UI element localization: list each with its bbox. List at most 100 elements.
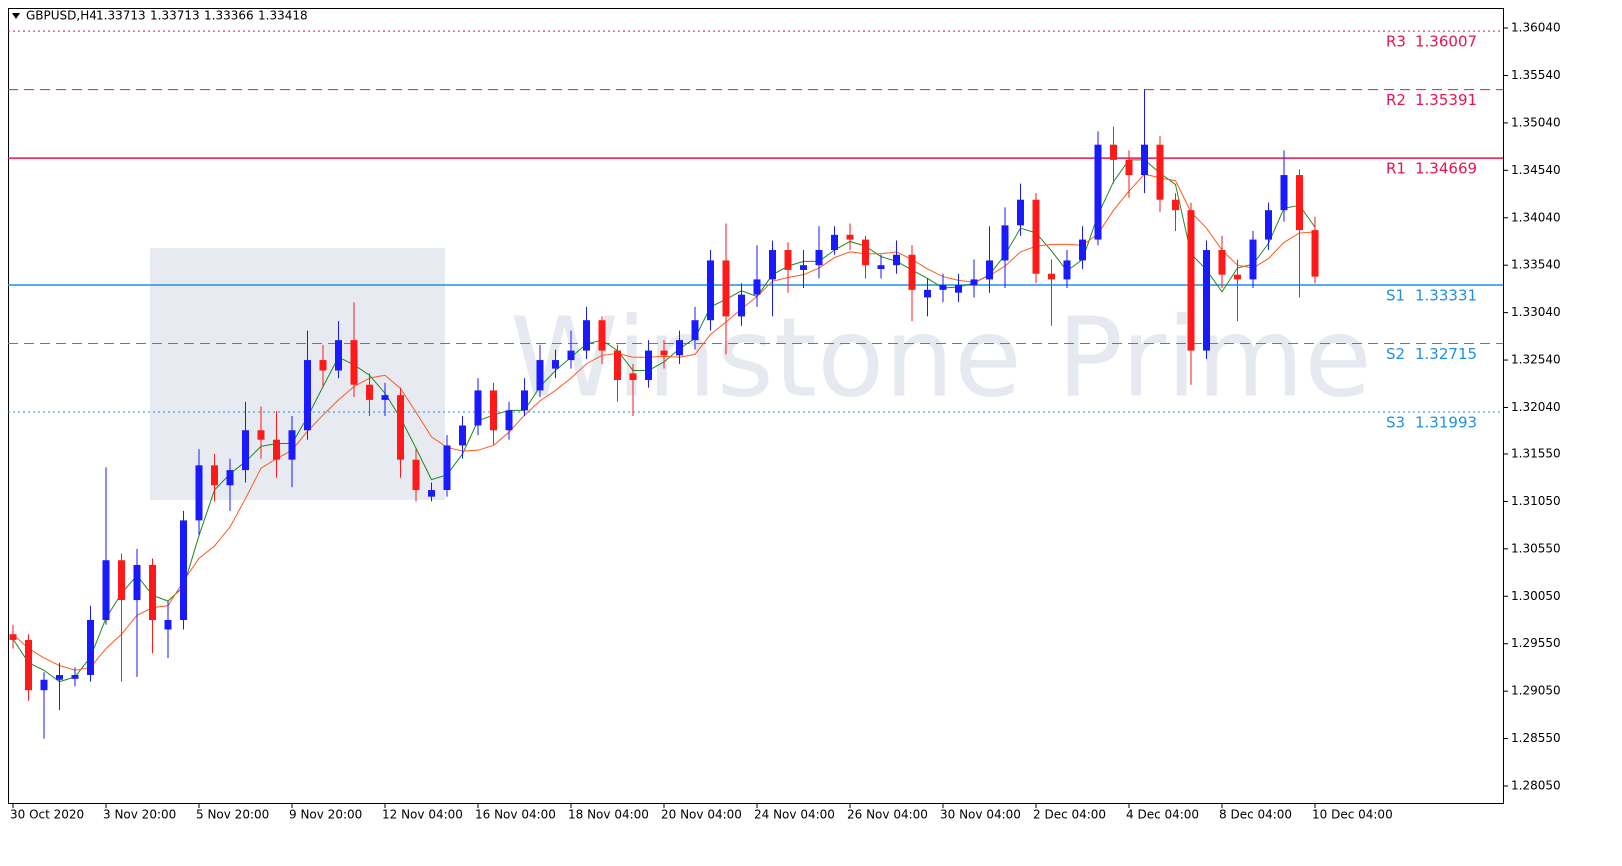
- y-tick-label: 1.31050: [1511, 494, 1561, 508]
- candle-body: [25, 639, 32, 691]
- y-tick-label: 1.36040: [1511, 21, 1561, 35]
- y-tick-label: 1.35040: [1511, 115, 1561, 129]
- candle-body: [722, 260, 730, 317]
- y-tick-label: 1.30550: [1511, 541, 1561, 555]
- candle-body: [350, 340, 358, 385]
- x-tick-label: 30 Nov 04:00: [940, 808, 1021, 822]
- level-value: 1.34669: [1415, 160, 1477, 178]
- x-tick-label: 20 Nov 04:00: [661, 808, 742, 822]
- x-tick-label: 9 Nov 20:00: [289, 808, 362, 822]
- candle-body: [242, 430, 249, 471]
- x-tick-label: 10 Dec 04:00: [1312, 808, 1393, 822]
- ohlc-close: 1.33418: [258, 9, 308, 23]
- x-tick-label: 4 Dec 04:00: [1126, 808, 1199, 822]
- candle-body: [598, 320, 606, 351]
- candle-body: [273, 439, 280, 460]
- candle-body: [986, 260, 993, 280]
- candle-body: [691, 320, 699, 341]
- candle-body: [180, 520, 187, 620]
- y-tick-label: 1.34540: [1511, 163, 1561, 177]
- y-tick-label: 1.31550: [1511, 446, 1561, 460]
- candle-body: [1001, 225, 1009, 261]
- candle-body: [428, 490, 435, 497]
- candle-body: [211, 465, 218, 486]
- x-tick-label: 3 Nov 20:00: [103, 808, 176, 822]
- level-value: 1.32715: [1415, 345, 1477, 363]
- candle-body: [1156, 144, 1164, 200]
- candle-body: [893, 254, 900, 266]
- candle-body: [831, 234, 838, 251]
- candle-body: [536, 360, 544, 391]
- candle-body: [846, 234, 854, 240]
- x-tick-label: 5 Nov 20:00: [196, 808, 269, 822]
- candle-body: [1249, 239, 1257, 280]
- candle-body: [924, 289, 931, 298]
- candle-body: [288, 430, 296, 460]
- ohlc-high: 1.33713: [150, 9, 200, 23]
- candle-body: [443, 445, 451, 491]
- x-tick-label: 12 Nov 04:00: [382, 808, 463, 822]
- candle-body: [1280, 175, 1288, 211]
- x-tick-label: 2 Dec 04:00: [1033, 808, 1106, 822]
- level-name: R3: [1386, 33, 1406, 51]
- y-tick-label: 1.35540: [1511, 68, 1561, 82]
- candle-body: [815, 250, 823, 266]
- y-tick-label: 1.33540: [1511, 258, 1561, 272]
- candle-body: [1187, 210, 1195, 351]
- ohlc-low: 1.33366: [204, 9, 254, 23]
- level-name: R1: [1386, 160, 1406, 178]
- level-name: R2: [1386, 91, 1406, 109]
- y-tick-label: 1.28050: [1511, 779, 1561, 793]
- level-value: 1.35391: [1415, 91, 1477, 109]
- x-tick-label: 18 Nov 04:00: [568, 808, 649, 822]
- level-value: 1.31993: [1415, 413, 1477, 431]
- candle-body: [645, 350, 652, 380]
- candle-body: [459, 425, 466, 446]
- symbol: GBPUSD,H4: [26, 9, 97, 23]
- candle-body: [1063, 260, 1071, 280]
- candle-body: [335, 340, 342, 371]
- candle-body: [521, 390, 528, 411]
- candle-body: [397, 395, 404, 460]
- candle-body: [567, 350, 575, 361]
- candle-body: [102, 560, 110, 620]
- candle-body: [9, 634, 17, 640]
- plot-frame: [8, 8, 1504, 804]
- candle-body: [366, 384, 373, 400]
- candle-body: [629, 373, 637, 380]
- candle-body: [614, 350, 621, 380]
- candle-body: [862, 239, 869, 266]
- candle-body: [490, 390, 497, 431]
- candle-body: [1079, 239, 1086, 261]
- candle-body: [133, 564, 141, 601]
- candle-body: [970, 279, 978, 286]
- candle-body: [800, 265, 807, 270]
- candle-body: [1218, 250, 1226, 275]
- candle-body: [304, 360, 311, 431]
- candle-body: [1311, 230, 1319, 277]
- candle-body: [583, 320, 590, 351]
- candle-body: [738, 294, 745, 317]
- candle-body: [939, 285, 947, 290]
- candle-body: [164, 619, 172, 630]
- x-tick-label: 30 Oct 2020: [10, 808, 84, 822]
- menu-arrow[interactable]: [12, 13, 20, 19]
- candle-body: [1017, 199, 1024, 226]
- candle-body: [71, 675, 79, 679]
- candle-body: [955, 285, 962, 293]
- candle-body: [1296, 175, 1303, 231]
- level-value: 1.33331: [1415, 287, 1477, 305]
- candle-body: [753, 279, 761, 295]
- y-tick-label: 1.33040: [1511, 305, 1561, 319]
- candle-body: [226, 470, 234, 486]
- y-tick-label: 1.28550: [1511, 731, 1561, 745]
- level-value: 1.36007: [1415, 33, 1477, 51]
- candle-body: [87, 619, 94, 676]
- candle-body: [505, 410, 513, 431]
- candle-body: [1125, 159, 1133, 176]
- candle-body: [1172, 199, 1179, 211]
- candle-body: [769, 250, 776, 280]
- y-tick-label: 1.29550: [1511, 636, 1561, 650]
